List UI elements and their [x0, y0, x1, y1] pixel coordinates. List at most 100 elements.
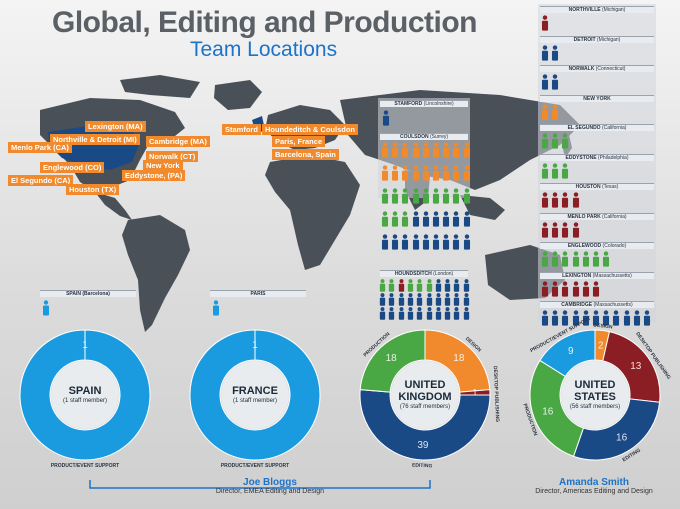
staff-member-icon	[398, 293, 404, 306]
segment-value: 1	[252, 340, 258, 351]
segment-label: PRODUCT/EVENT SUPPORT	[51, 463, 119, 469]
donut-title: FRANCE (1 staff member)	[221, 385, 289, 405]
staff-member-icon	[402, 188, 409, 204]
staff-member-icon	[463, 165, 470, 181]
staff-member-icon	[389, 293, 395, 306]
donut-segment	[529, 359, 585, 457]
office-label-bar: CAMBRIDGE (Massachussetts)	[540, 301, 654, 308]
staff-member-icon	[381, 142, 389, 158]
staff-member-icon	[541, 74, 549, 90]
map-pin-label: El Segundo (CA)	[8, 175, 74, 186]
staff-member-icon	[426, 307, 432, 320]
person-name: Amanda Smith	[558, 477, 629, 488]
staff-member-icon	[562, 251, 569, 267]
staff-member-icon	[422, 188, 429, 204]
staff-member-icon	[382, 110, 390, 126]
staff-member-icon	[432, 165, 440, 181]
region-bracket	[89, 480, 431, 489]
staff-member-icon	[453, 165, 460, 181]
staff-member-icon	[432, 142, 440, 158]
staff-member-icon	[582, 280, 589, 297]
staff-member-icon	[552, 280, 559, 297]
staff-member-icon	[417, 293, 423, 306]
staff-member-icon	[422, 165, 429, 181]
staff-member-icon	[552, 221, 559, 238]
staff-member-icon	[407, 293, 414, 306]
staff-member-icon	[562, 310, 569, 326]
staff-member-icon	[443, 211, 450, 227]
segment-value: 16	[616, 432, 628, 443]
staff-member-icon	[435, 293, 441, 306]
staff-member-icon	[444, 279, 451, 292]
map-pin-label: Houndeditch & Coulsdon	[262, 124, 358, 135]
office-label-bar: STAMFORD (Lincolnshire)	[380, 100, 468, 107]
staff-member-icon	[435, 279, 441, 292]
staff-member-icon	[541, 251, 549, 267]
staff-member-icon	[412, 188, 419, 204]
staff-member-icon	[592, 280, 600, 297]
segment-label: PRODUCT/EVENT SUPPORT	[221, 463, 289, 469]
staff-member-icon	[453, 142, 460, 158]
staff-member-icon	[572, 310, 579, 326]
staff-member-icon	[422, 234, 429, 250]
staff-member-icon	[572, 192, 579, 208]
staff-member-icon	[443, 165, 450, 181]
office-location: (Michigan)	[595, 36, 621, 43]
staff-member-icon	[412, 211, 419, 227]
staff-member-icon	[562, 221, 569, 238]
staff-member-icon	[444, 293, 451, 306]
staff-member-icon	[398, 279, 404, 292]
donut-title: UNITED KINGDOM (76 staff members)	[391, 379, 459, 411]
segment-label: EDITING	[412, 463, 433, 470]
staff-member-icon	[562, 192, 569, 208]
staff-member-icon	[432, 188, 440, 204]
office-label-bar: HOUNDSDITCH (London)	[380, 270, 468, 277]
staff-member-icon	[562, 280, 569, 297]
office-label-bar: COULSDON (Surrey)	[380, 133, 468, 140]
office-location: (California)	[600, 213, 627, 220]
map-pin-label: Menlo Park (CA)	[8, 142, 72, 153]
map-pin-label: Englewood (CO)	[40, 162, 105, 173]
staff-member-icon	[592, 251, 600, 267]
staff-member-icon	[443, 188, 450, 204]
segment-value: 1	[472, 388, 478, 399]
staff-member-icon	[572, 280, 579, 297]
donut-segment	[359, 329, 426, 393]
staff-count: (1 staff member)	[63, 398, 107, 404]
staff-member-icon	[623, 310, 630, 326]
staff-member-icon	[453, 234, 460, 250]
office-name: NORWALK	[568, 66, 595, 72]
map-pin-label: Houston (TX)	[66, 184, 120, 195]
office-name: NORTHVILLE	[568, 7, 601, 13]
staff-member-icon	[463, 188, 470, 204]
staff-member-icon	[463, 211, 470, 227]
staff-member-icon	[407, 279, 414, 292]
staff-member-icon	[541, 44, 549, 61]
country-name: UNITED KINGDOM	[398, 379, 452, 403]
office-name: HOUSTON	[575, 184, 601, 190]
office-label-bar: LEXINGTON (Massachussetts)	[540, 271, 654, 279]
donut-segment	[19, 329, 151, 461]
staff-member-icon	[402, 142, 409, 158]
office-label-bar: NEW YORK	[540, 94, 654, 102]
map-pin-label: Lexington (MA)	[85, 121, 146, 132]
staff-member-icon	[541, 221, 549, 238]
staff-member-icon	[541, 280, 549, 297]
staff-member-icon	[552, 44, 559, 61]
staff-member-icon	[392, 188, 399, 204]
office-name: LEXINGTON	[562, 272, 592, 279]
staff-member-icon	[381, 211, 389, 227]
staff-member-icon	[552, 133, 559, 149]
map-pin-label: Eddystone, (PA)	[122, 170, 186, 181]
office-name: NEW YORK	[583, 95, 611, 102]
staff-member-icon	[412, 165, 419, 181]
staff-member-icon	[432, 211, 440, 227]
staff-member-icon	[422, 142, 429, 158]
staff-count: (76 staff members)	[399, 404, 451, 410]
staff-member-icon	[381, 234, 389, 250]
staff-member-icon	[562, 162, 569, 179]
office-location: (Philadelphia)	[596, 154, 629, 161]
staff-member-icon	[402, 211, 409, 227]
staff-member-icon	[417, 307, 423, 320]
